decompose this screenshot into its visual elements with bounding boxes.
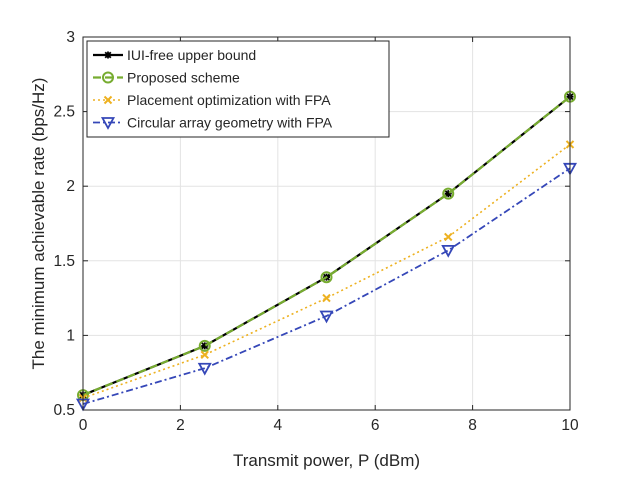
data-point-marker	[319, 310, 334, 324]
data-point-marker	[444, 190, 452, 198]
data-point-marker	[444, 232, 453, 242]
x-tick-label: 4	[273, 417, 282, 434]
y-tick-label: 1.5	[53, 253, 75, 270]
data-point-marker	[322, 293, 331, 303]
data-point-marker	[442, 187, 455, 200]
data-point-marker	[200, 350, 209, 360]
x-tick-label: 6	[371, 417, 380, 434]
legend: IUI-free upper bound Proposed scheme Place…	[86, 40, 390, 138]
y-axis-title: The minimum achievable rate (bps/Hz)	[29, 78, 48, 370]
series-line	[82, 143, 571, 399]
x-tick-label: 8	[468, 417, 477, 434]
legend-marker	[103, 95, 113, 105]
x-axis-title: Transmit power, P (dBm)	[233, 451, 420, 470]
x-tick-label: 2	[176, 417, 185, 434]
data-point-marker	[197, 362, 212, 376]
y-tick-label: 2	[66, 178, 75, 195]
legend-entry-label: Proposed scheme	[127, 70, 240, 86]
legend-marker	[102, 71, 114, 84]
y-tick-label: 3	[66, 29, 75, 46]
legend-entry-label: Circular array geometry with FPA	[127, 115, 333, 131]
data-point-marker	[441, 244, 456, 258]
data-point-marker	[198, 339, 211, 352]
axes-box	[82, 36, 571, 411]
x-tick-label: 0	[79, 417, 88, 434]
series-line	[82, 167, 571, 405]
legend-box	[86, 40, 390, 138]
y-tick-label: 1	[66, 327, 75, 344]
legend-entry-label: IUI-free upper bound	[127, 47, 256, 63]
x-tick-label: 10	[561, 417, 579, 434]
data-point-marker	[320, 271, 333, 284]
series-4	[75, 162, 578, 412]
axis-ticks: 0 2 4 6 8 10 0.5 1 1.5 2 2.5 3	[53, 29, 579, 434]
y-tick-label: 0.5	[53, 402, 75, 419]
legend-marker	[104, 51, 112, 59]
legend-marker	[100, 117, 116, 130]
legend-entry-label: Placement optimization with FPA	[127, 92, 331, 108]
series-line	[82, 95, 571, 397]
y-tick-label: 2.5	[53, 104, 75, 121]
